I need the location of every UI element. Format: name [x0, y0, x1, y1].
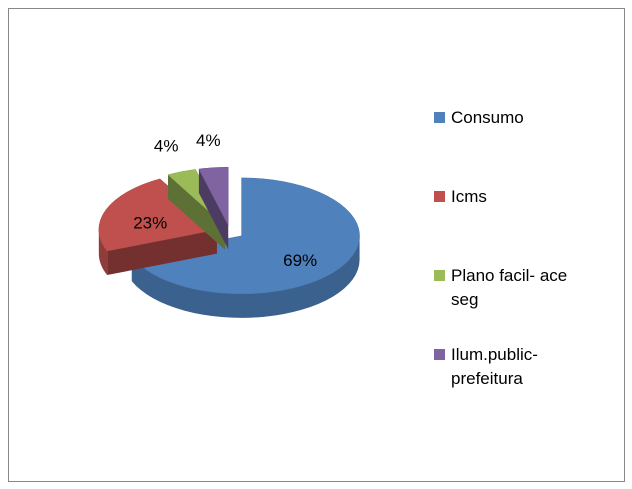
data-label: 4% [196, 131, 221, 150]
legend-swatch [434, 112, 445, 123]
legend-item: Icms [434, 185, 584, 264]
legend-swatch [434, 191, 445, 202]
legend-label: Ilum.public-prefeitura [451, 345, 538, 388]
slice [198, 166, 229, 250]
legend-label: Plano facil- ace seg [451, 266, 568, 309]
legend: Consumo Icms Plano facil- ace seg Ilum.publ… [434, 106, 584, 422]
legend-label: Consumo [451, 108, 524, 127]
legend-item: Plano facil- ace seg [434, 264, 584, 343]
legend-label: Icms [451, 187, 487, 206]
slice-side [167, 174, 225, 250]
data-label: 69% [283, 251, 317, 270]
data-label: 23% [133, 213, 167, 232]
legend-swatch [434, 349, 445, 360]
slice-side [107, 229, 217, 276]
legend-item: Consumo [434, 106, 584, 185]
legend-swatch [434, 270, 445, 281]
slice-side [198, 168, 229, 250]
pie: 69% 23% 4% 4% [98, 131, 360, 318]
slice-top [131, 177, 360, 295]
slice-wall [131, 235, 360, 318]
slice-top [98, 178, 218, 252]
data-label: 4% [154, 136, 179, 155]
legend-item: Ilum.public-prefeitura [434, 343, 584, 422]
slice-top [198, 166, 229, 226]
